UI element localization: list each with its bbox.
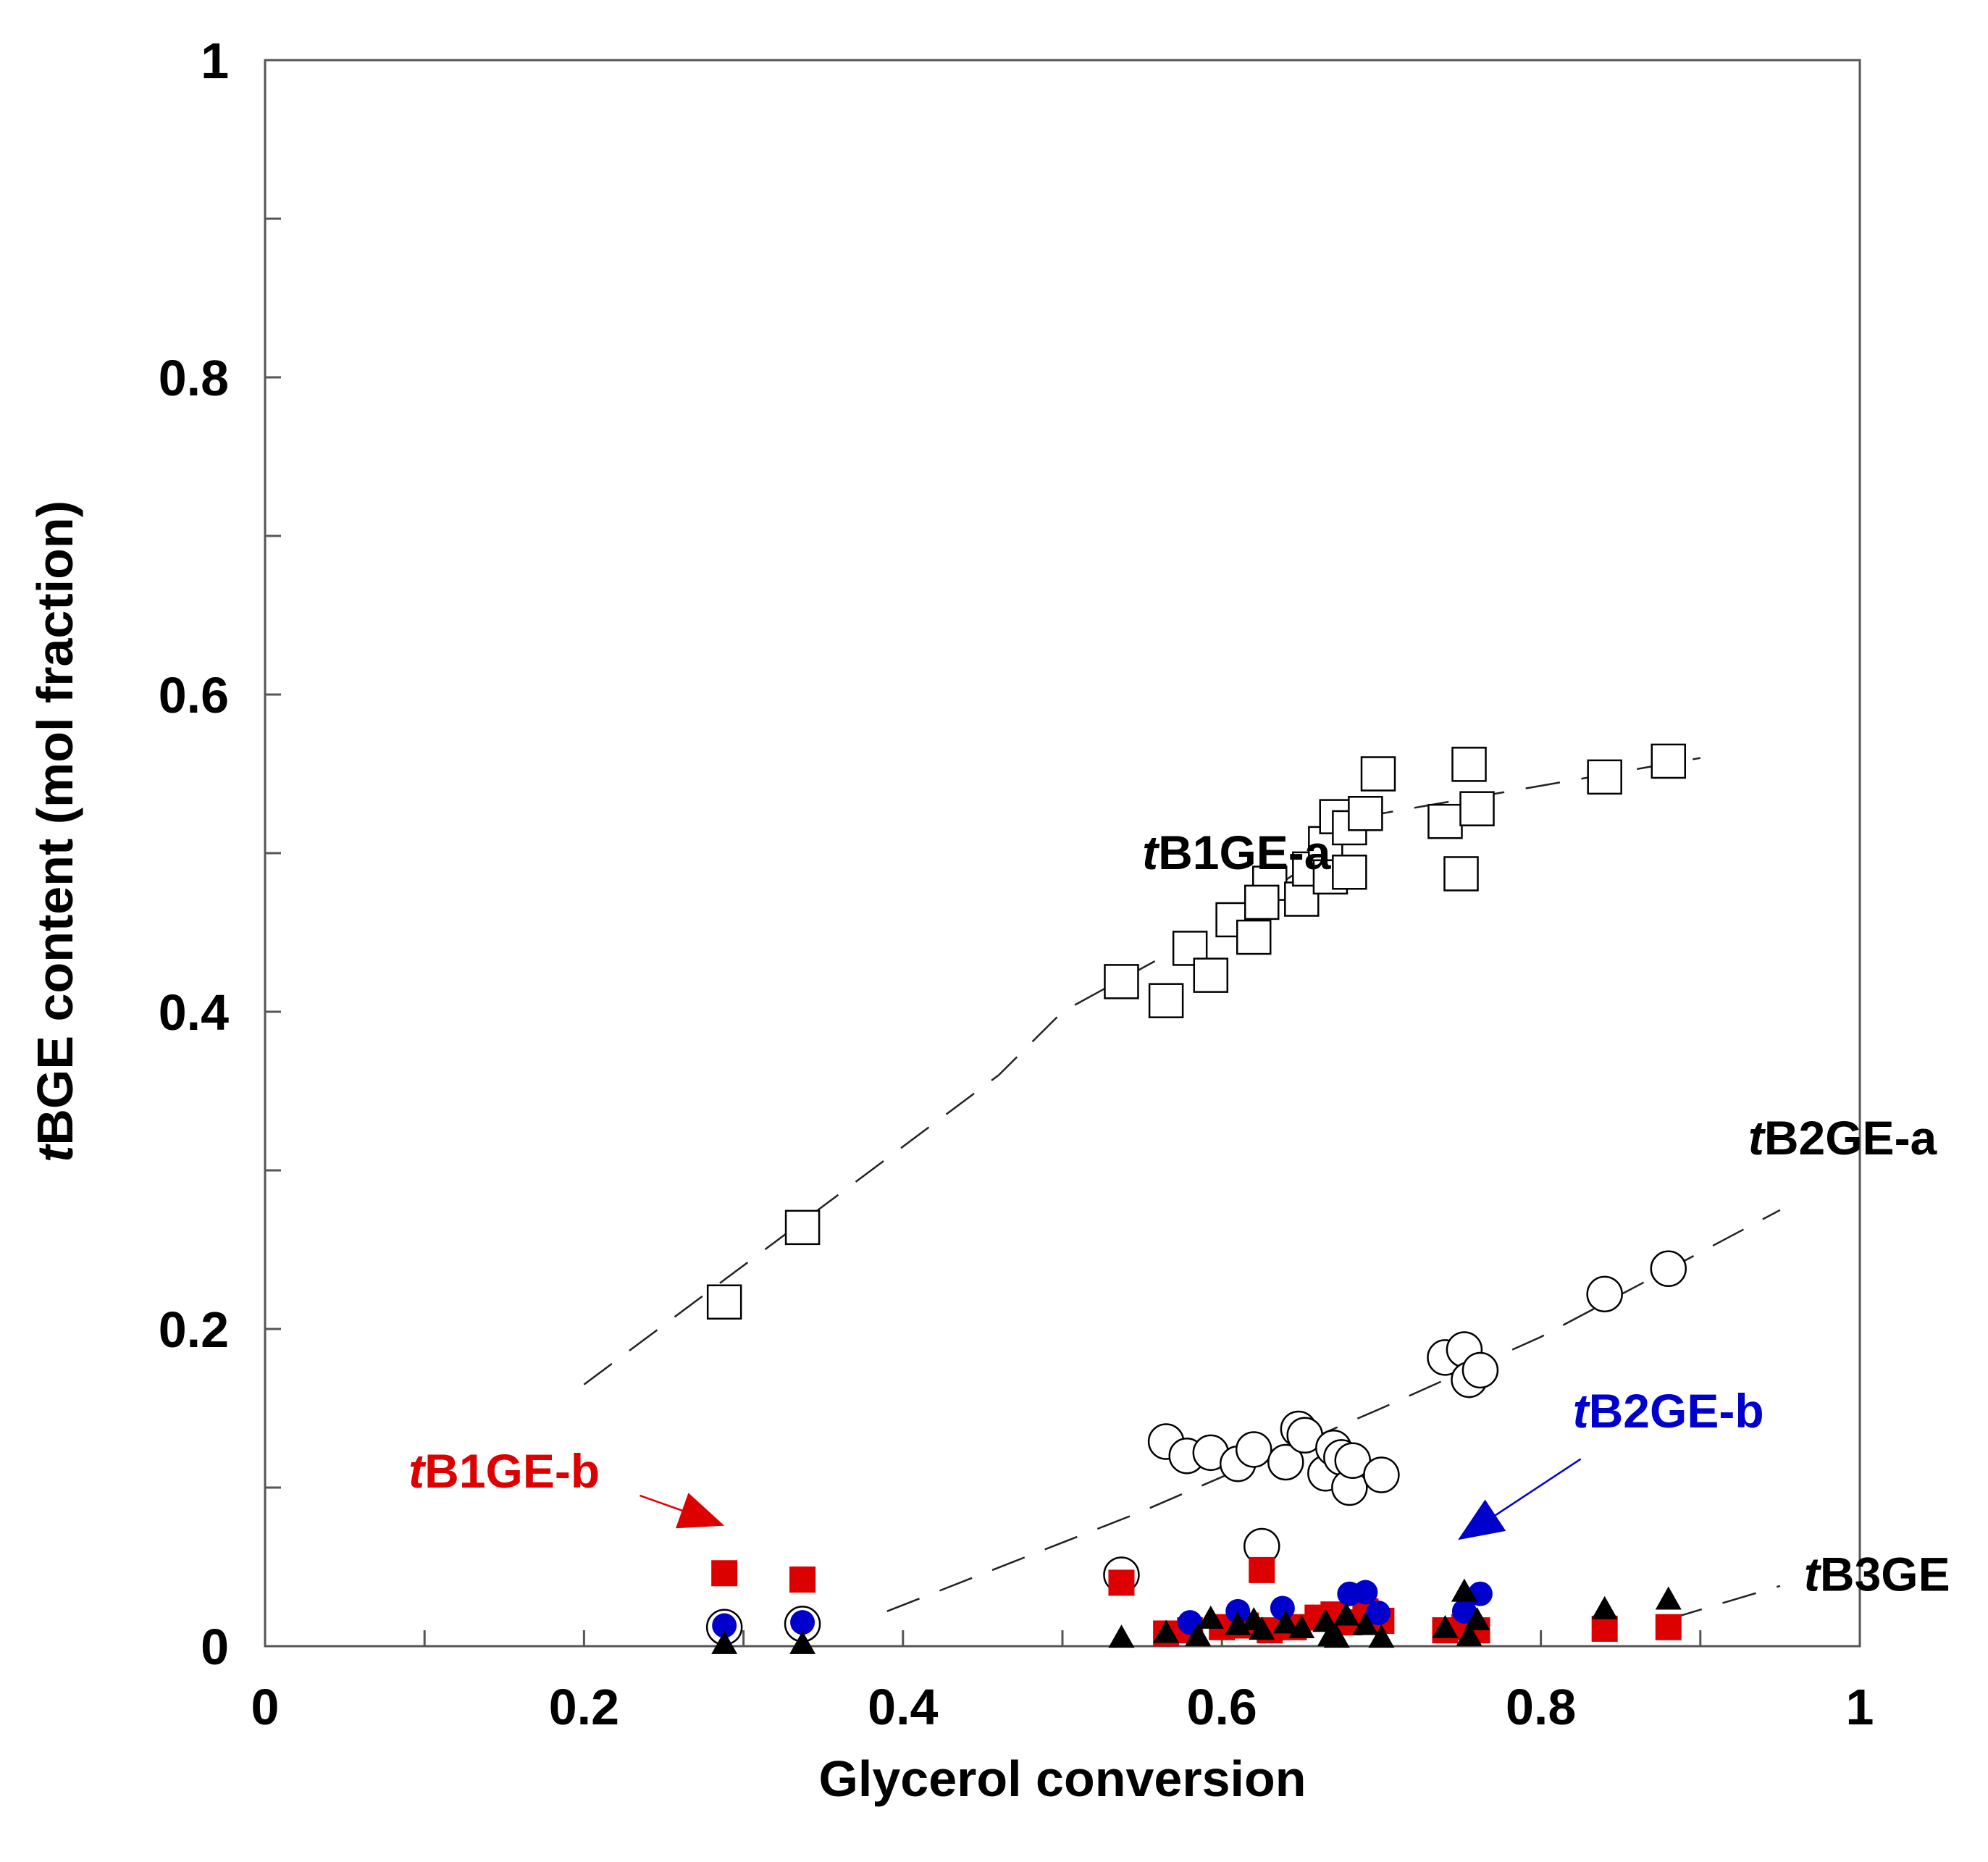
x-tick-label: 0	[251, 1679, 280, 1735]
tB2GE-b-point	[712, 1613, 737, 1638]
tB2GE-b-point	[1365, 1601, 1391, 1626]
tB2GE-a-point	[1267, 1443, 1304, 1481]
tB1GE-a-point	[1451, 747, 1487, 782]
tB2GE-a-point	[1235, 1431, 1272, 1468]
y-tick-label: 0.4	[159, 984, 229, 1041]
tB3GE-point	[1368, 1624, 1395, 1648]
tB1GE-a-point	[1148, 983, 1184, 1018]
tB3GE-label-italic: t	[1804, 1547, 1822, 1601]
tB3GE-point	[1197, 1605, 1224, 1629]
tB1GE-a-point	[1236, 919, 1272, 955]
axis-ticks: 0 0.2 0.4 0.6 0.8 1 0 0.2 0.4 0.6 0.8 1	[159, 33, 1874, 1735]
y-tick-label: 0.6	[159, 667, 229, 724]
tB2GE-a-point	[1461, 1351, 1499, 1389]
y-tick-label: 0.8	[159, 350, 229, 406]
tB1GE-b-point	[1249, 1556, 1275, 1583]
tB1GE-a-point	[1427, 803, 1463, 839]
tB2GE-b-point	[790, 1610, 815, 1635]
trend-lines	[583, 757, 1781, 1620]
tB2GE-a-point	[1586, 1275, 1623, 1313]
tB2GE-a-label-italic: t	[1748, 1111, 1766, 1165]
tB1GE-a-point	[706, 1284, 742, 1320]
tB1GE-b-point	[1108, 1569, 1135, 1596]
tB3GE-point	[1272, 1610, 1299, 1634]
x-tick-label: 0.2	[549, 1679, 619, 1735]
tB3GE-point	[1323, 1624, 1350, 1648]
tB2GE-b-point	[1353, 1580, 1378, 1605]
y-axis-title: tBGE content (mol fraction)	[27, 500, 83, 1162]
tB1GE-a-point	[1244, 884, 1280, 920]
tB1GE-b-label: tB1GE-b	[408, 1444, 600, 1498]
tB1GE-b-point	[711, 1560, 738, 1587]
x-tick-label: 1	[1846, 1679, 1874, 1735]
tB2GE-a-label: tB2GE-a	[1748, 1111, 1938, 1165]
tB3GE-point	[1591, 1595, 1618, 1619]
annotation-arrows	[639, 1458, 1582, 1540]
tB3GE-point	[1288, 1614, 1315, 1638]
x-axis-title: Glycerol conversion	[818, 1750, 1306, 1807]
tB3GE-label: tB3GE	[1804, 1547, 1950, 1601]
y-tick-label: 1	[201, 33, 229, 89]
tB2GE-b-point	[1451, 1598, 1477, 1624]
tB3GE-point	[1655, 1586, 1682, 1610]
tB3GE-point	[1249, 1616, 1275, 1640]
tB3GE-point	[1153, 1619, 1180, 1643]
tB1GE-b-label-rest: B1GE-b	[424, 1444, 600, 1498]
tB2GE-b-arrow-shaft	[1495, 1458, 1582, 1517]
tB2GE-a-point	[1650, 1250, 1687, 1288]
tB2GE-b-label: tB2GE-b	[1573, 1384, 1764, 1438]
tB1GE-a-point	[1360, 756, 1396, 792]
tB1GE-a-point	[1651, 743, 1687, 779]
tB2GE-b-arrow-head	[1458, 1499, 1506, 1540]
tB1GE-b-label-italic: t	[408, 1444, 427, 1498]
x-tick-label: 0.8	[1506, 1679, 1576, 1735]
tB1GE-b-point	[1591, 1615, 1618, 1642]
tB2GE-b-point	[1270, 1595, 1295, 1621]
tB1GE-b-arrow-head	[676, 1493, 725, 1529]
tB3GE-label-rest: B3GE	[1820, 1547, 1950, 1601]
tB2GE-b-point	[1225, 1598, 1251, 1624]
tB1GE-a-label: tB1GE-a	[1142, 826, 1332, 879]
tB1GE-b-arrow-shaft	[639, 1494, 683, 1511]
x-tick-label: 0.4	[868, 1679, 938, 1735]
tB3GE-point	[1185, 1622, 1212, 1646]
tB3GE-point	[1456, 1622, 1482, 1646]
tB3GE-point	[1333, 1602, 1359, 1626]
tB1GE-a-point	[1193, 957, 1229, 993]
tB3GE-point	[1108, 1624, 1135, 1648]
tB3GE-point	[789, 1630, 816, 1654]
tB1GE-a-point	[1587, 759, 1622, 795]
tB1GE-a-point	[1284, 881, 1320, 917]
y-tick-label: 0	[201, 1619, 229, 1675]
tB3GE-point	[1451, 1578, 1477, 1602]
tB2GE-a-point	[1363, 1456, 1400, 1493]
y-tick-label: 0.2	[159, 1301, 229, 1358]
tB1GE-a-point	[1443, 856, 1479, 892]
tB1GE-b-point	[789, 1567, 816, 1593]
tB3GE-point	[1464, 1607, 1490, 1631]
tB1GE-a-point	[784, 1209, 821, 1246]
tB2GE-b-label-italic: t	[1573, 1384, 1591, 1438]
x-tick-label: 0.6	[1187, 1679, 1257, 1735]
tB1GE-a-label-italic: t	[1142, 826, 1160, 879]
tB1GE-a-point	[1459, 791, 1495, 826]
y-axis-title-italic: t	[27, 1144, 83, 1162]
tB1GE-a-point	[1332, 855, 1367, 890]
tB2GE-b-label-rest: B2GE-b	[1589, 1384, 1764, 1438]
tB1GE-a-label-rest: B1GE-a	[1158, 826, 1332, 879]
tB2GE-a-label-rest: B2GE-a	[1764, 1111, 1938, 1165]
tB3GE-trend-line	[1668, 1585, 1781, 1620]
y-axis-title-rest: BGE content (mol fraction)	[27, 500, 83, 1146]
tB3GE-point	[1352, 1611, 1379, 1635]
tB3GE-point	[1432, 1614, 1459, 1638]
tB1GE-a-point	[1104, 964, 1139, 999]
tB3GE-point	[711, 1630, 738, 1654]
data-points	[705, 743, 1687, 1654]
tB1GE-a-point	[1348, 796, 1383, 831]
tB1GE-b-point	[1655, 1614, 1682, 1640]
